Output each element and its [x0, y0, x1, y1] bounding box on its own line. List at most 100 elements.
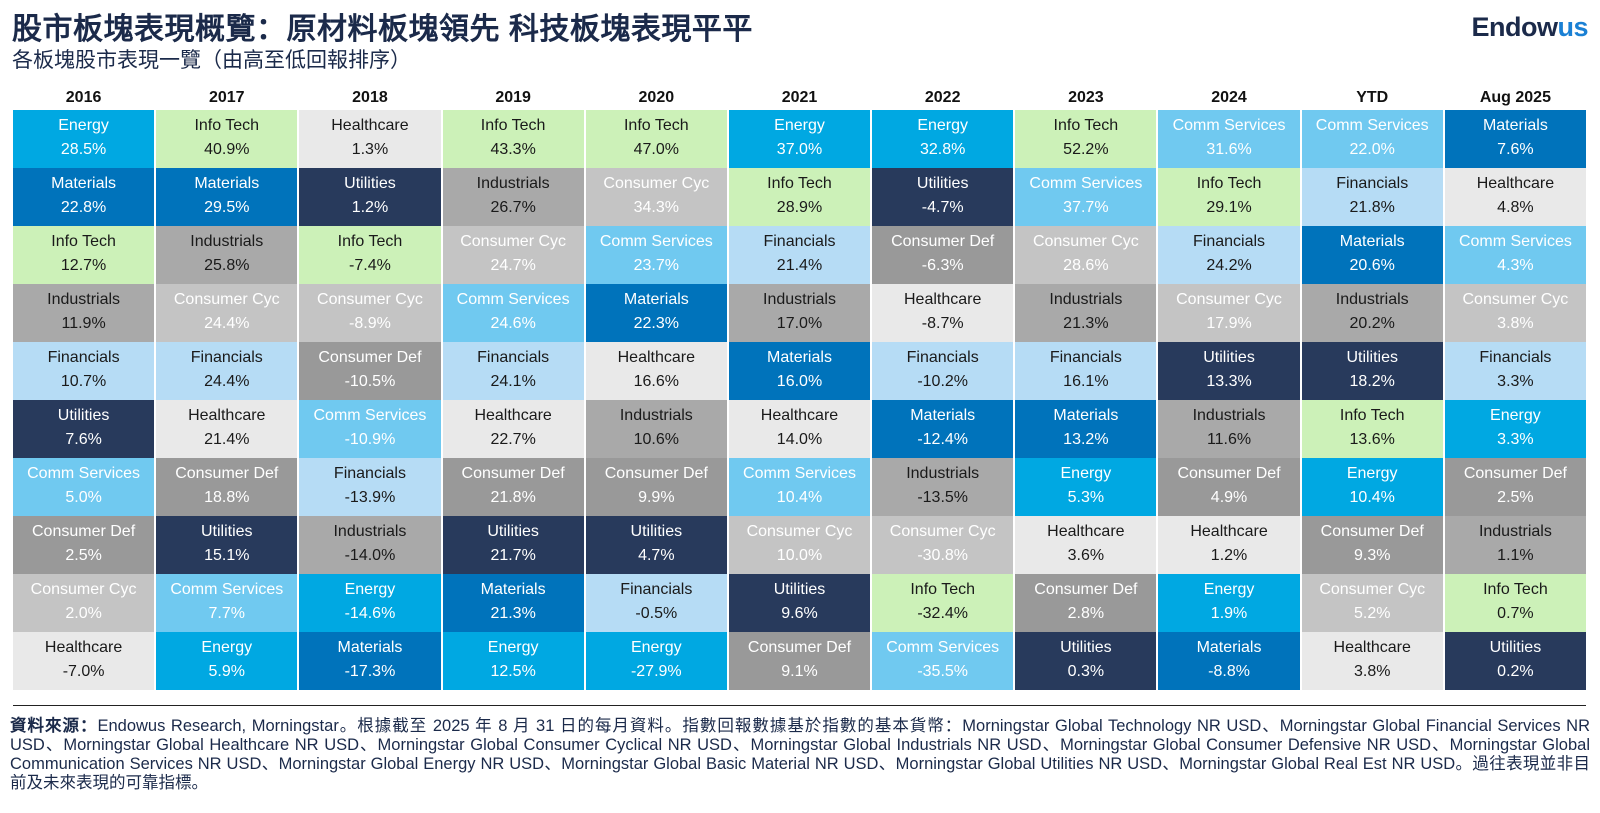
- sector-return-value: 17.0%: [776, 315, 823, 333]
- sector-cell: Utilities 15.1%: [156, 516, 298, 574]
- sector-cell: Financials 21.4%: [728, 226, 871, 284]
- sector-name: Healthcare: [331, 117, 409, 135]
- sector-return-value: 3.6%: [1067, 547, 1105, 565]
- sector-name: Info Tech: [480, 117, 546, 135]
- sector-cell: Consumer Cyc 24.4%: [156, 284, 298, 342]
- sector-return-value: 21.3%: [1063, 315, 1109, 333]
- sector-return-value: 24.1%: [490, 373, 536, 391]
- sector-name: Financials: [47, 349, 120, 367]
- sector-name: Info Tech: [623, 117, 689, 135]
- sector-name: Info Tech: [1339, 407, 1405, 425]
- page-title: 股市板塊表現概覽：原材料板塊領先 科技板塊表現平平: [12, 13, 753, 46]
- sector-cell: Healthcare 1.3%: [299, 110, 441, 168]
- sector-return-value: 16.1%: [1063, 373, 1109, 391]
- sector-cell: Materials -17.3%: [299, 632, 441, 690]
- sector-return-value: 3.3%: [1497, 373, 1534, 391]
- sector-cell: Consumer Cyc 10.0%: [728, 516, 871, 574]
- sector-cell: Utilities 21.7%: [442, 516, 584, 574]
- sector-return-value: 24.2%: [1206, 257, 1252, 275]
- sector-return-value: -8.9%: [349, 315, 391, 333]
- sector-return-value: -35.5%: [917, 663, 969, 681]
- sector-name: Info Tech: [910, 581, 975, 599]
- sector-cell: Financials 24.4%: [156, 342, 298, 400]
- sector-name: Utilities: [57, 407, 110, 425]
- sector-return-value: 12.5%: [490, 663, 536, 681]
- sector-cell: Industrials 26.7%: [442, 168, 584, 226]
- sector-return-value: 2.5%: [1497, 489, 1534, 507]
- sector-return-value: 4.8%: [1497, 199, 1534, 217]
- sector-cell: Utilities 1.2%: [299, 168, 441, 226]
- sector-name: Comm Services: [1172, 117, 1286, 135]
- sector-return-value: 10.4%: [1349, 489, 1395, 507]
- sector-cell: Comm Services 37.7%: [1015, 168, 1157, 226]
- sector-cell: Healthcare 22.7%: [442, 400, 584, 458]
- sector-cell: Materials 7.6%: [1444, 110, 1586, 168]
- sector-cell: Utilities 13.3%: [1158, 342, 1300, 400]
- sector-cell: Industrials -14.0%: [299, 516, 441, 574]
- sector-name: Energy: [774, 117, 825, 135]
- sector-name: Materials: [910, 407, 976, 425]
- sector-cell: Materials 13.2%: [1015, 400, 1157, 458]
- sector-return-value: 9.1%: [781, 663, 818, 681]
- sector-return-value: 1.9%: [1210, 605, 1248, 623]
- sector-name: Utilities: [916, 175, 969, 193]
- sector-cell: Energy 1.9%: [1158, 574, 1300, 632]
- sector-name: Healthcare: [188, 407, 266, 425]
- sector-name: Consumer Def: [32, 523, 136, 541]
- sector-cell: Consumer Cyc 34.3%: [585, 168, 727, 226]
- sector-cell: Energy 10.4%: [1301, 458, 1443, 516]
- sector-return-value: 28.6%: [1063, 257, 1109, 275]
- sector-return-value: 10.6%: [633, 431, 679, 449]
- sector-name: Consumer Def: [1463, 465, 1567, 483]
- sector-cell: Utilities -4.7%: [872, 168, 1014, 226]
- source-footnote: 資料來源：Endowus Research, Morningstar。根據截至 …: [10, 717, 1590, 793]
- sector-return-value: 15.1%: [204, 547, 250, 565]
- sector-cell: Consumer Cyc 5.2%: [1301, 574, 1443, 632]
- sector-name: Industrials: [47, 291, 121, 309]
- sector-cell: Consumer Def 18.8%: [156, 458, 298, 516]
- column-header: 2017: [208, 89, 245, 106]
- sector-return-value: 4.7%: [638, 547, 675, 565]
- sector-cell: Info Tech 52.2%: [1015, 110, 1157, 168]
- sector-return-value: -27.9%: [630, 663, 682, 681]
- sector-cell: Comm Services 22.0%: [1301, 110, 1443, 168]
- sector-name: Financials: [1193, 233, 1266, 251]
- source-label: 資料來源：: [10, 717, 98, 735]
- sector-return-value: 7.6%: [65, 431, 102, 449]
- sector-return-value: 24.6%: [490, 315, 536, 333]
- sector-return-value: 10.0%: [776, 547, 823, 565]
- sector-return-value: 40.9%: [204, 141, 250, 159]
- sector-cell: Utilities 7.6%: [13, 400, 155, 458]
- sector-return-value: 29.1%: [1206, 199, 1252, 217]
- sector-return-value: 4.3%: [1497, 257, 1534, 275]
- sector-cell: Consumer Def -6.3%: [872, 226, 1014, 284]
- sector-name: Financials: [620, 581, 693, 599]
- sector-cell: Consumer Cyc 24.7%: [442, 226, 584, 284]
- sector-return-value: -4.7%: [921, 199, 964, 217]
- sector-cell: Info Tech 29.1%: [1158, 168, 1300, 226]
- sector-cell: Info Tech 28.9%: [728, 168, 871, 226]
- sector-return-value: 11.9%: [61, 315, 106, 333]
- sector-cell: Financials 21.8%: [1301, 168, 1443, 226]
- sector-return-value: 20.6%: [1349, 257, 1395, 275]
- column-header: 2019: [495, 89, 531, 106]
- sector-return-value: 0.7%: [1497, 605, 1534, 623]
- sector-cell: Utilities 0.2%: [1444, 632, 1586, 690]
- sector-return-value: 0.3%: [1067, 663, 1105, 681]
- endowus-logo: Endowus: [1471, 12, 1588, 43]
- sector-cell: Consumer Cyc -30.8%: [872, 516, 1014, 574]
- sector-name: Healthcare: [44, 639, 123, 657]
- sector-name: Consumer Def: [318, 349, 422, 367]
- sector-cell: Consumer Def 2.8%: [1015, 574, 1157, 632]
- sector-name: Consumer Def: [1034, 581, 1138, 599]
- sector-name: Comm Services: [1458, 233, 1572, 251]
- sector-return-value: 12.7%: [60, 257, 107, 275]
- sector-name: Materials: [194, 175, 260, 193]
- sector-return-value: -7.4%: [349, 257, 391, 275]
- sector-name: Consumer Cyc: [1176, 291, 1282, 309]
- sector-name: Consumer Cyc: [460, 233, 567, 251]
- sector-name: Utilities: [1489, 639, 1542, 657]
- sector-cell: Consumer Cyc 3.8%: [1444, 284, 1586, 342]
- sector-return-value: 11.6%: [1206, 431, 1252, 449]
- sector-name: Consumer Def: [604, 465, 708, 483]
